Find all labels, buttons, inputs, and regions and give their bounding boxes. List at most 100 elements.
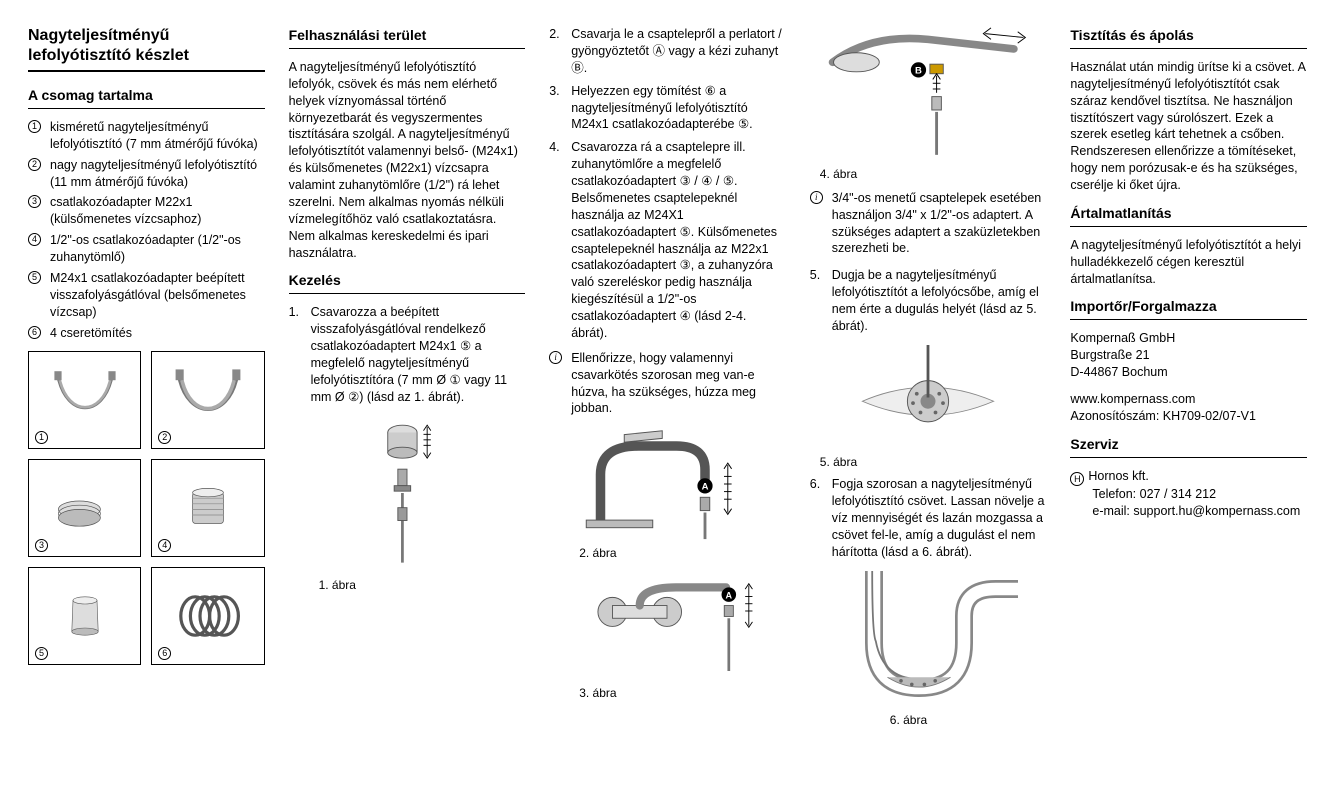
svg-text:A: A (702, 482, 709, 493)
item-4-text: 1/2"-os csatlakozóadapter (1/2"-os zuhan… (50, 233, 241, 264)
figure-1-icon (352, 416, 462, 572)
item-5-icon: 5 (28, 271, 41, 284)
package-list: 1 kisméretű nagyteljesítményű lefolyótisz… (28, 119, 265, 342)
figure-4-block: B (810, 26, 1047, 160)
service-heading: Szerviz (1070, 435, 1307, 458)
column-1: Nagyteljesítményű lefolyótisztító készle… (28, 26, 265, 774)
step-3-text: Helyezzen egy tömítést ⑥ a nagyteljesítm… (571, 84, 752, 132)
step-2-text: Csavarja le a csaptelepről a perlatort /… (571, 27, 782, 75)
note-block: i Ellenőrizze, hogy valamennyi csavarköté… (549, 350, 786, 418)
pkg-fig-2: 2 (151, 351, 264, 449)
step-1-wrap: 1. Csavarozza a beépített visszafolyásgát… (289, 304, 526, 405)
figure-3-wallfaucet-icon: A (567, 571, 767, 680)
item-2-icon: 2 (28, 158, 41, 171)
item-3-text: csatlakozóadapter M22x1 (külsőmenetes ví… (50, 195, 201, 226)
svg-text:B: B (915, 66, 922, 77)
step-5-num: 5. (810, 267, 820, 284)
pkg-fig-1-label: 1 (35, 431, 48, 444)
figure-3-caption: 3. ábra (579, 685, 616, 701)
info-icon: i (549, 351, 562, 364)
package-figure-grid: 1 2 3 4 (28, 351, 265, 665)
adapter-m22-icon (50, 480, 120, 536)
figure-6-caption: 6. ábra (810, 712, 1047, 728)
figure-4-shower-icon: B (823, 26, 1033, 160)
gaskets-icon (168, 584, 248, 648)
use-paragraph: A nagyteljesítményű lefolyótisztító lefo… (289, 59, 526, 262)
item-1-text: kisméretű nagyteljesítményű lefolyótiszt… (50, 120, 258, 151)
figure-5-block (810, 345, 1047, 448)
disposal-text: A nagyteljesítményű lefolyótisztítót a h… (1070, 237, 1307, 288)
pkg-fig-6-label: 6 (158, 647, 171, 660)
step-3-num: 3. (549, 83, 559, 100)
adapter-m24-icon (55, 592, 115, 640)
adapter-half-inch-icon (173, 480, 243, 536)
step-5-text: Dugja be a nagyteljesítményű lefolyótisz… (832, 268, 1039, 333)
figure-5-caption: 5. ábra (810, 454, 1047, 470)
column-2: Felhasználási terület A nagyteljesítmény… (289, 26, 526, 774)
pkg-fig-3: 3 (28, 459, 141, 557)
info-icon-2: i (810, 191, 823, 204)
step-4-num: 4. (549, 139, 559, 156)
pkg-fig-1: 1 (28, 351, 141, 449)
package-heading: A csomag tartalma (28, 86, 265, 109)
step-2-num: 2. (549, 26, 559, 43)
importer-line-2: Burgstraße 21 (1070, 348, 1149, 362)
pkg-fig-5: 5 (28, 567, 141, 665)
step-1-num: 1. (289, 304, 299, 321)
importer-line-3: D-44867 Bochum (1070, 365, 1167, 379)
importer-line-1: Kompernaß GmbH (1070, 331, 1175, 345)
column-5: Tisztítás és ápolás Használat után mindi… (1070, 26, 1307, 774)
item-1-icon: 1 (28, 120, 41, 133)
figure-2-faucet-icon: A (572, 427, 762, 541)
pkg-fig-6: 6 (151, 567, 264, 665)
service-block: H Hornos kft. Telefon: 027 / 314 212 e-ma… (1070, 468, 1307, 520)
step-1-text: Csavarozza a beépített visszafolyásgátló… (311, 305, 507, 403)
step-5-wrap: 5. Dugja be a nagyteljesítményű lefolyóti… (810, 267, 1047, 335)
item-5-text: M24x1 csatlakozóadapter beépített vissza… (50, 271, 246, 319)
service-email: e-mail: support.hu@kompernass.com (1070, 504, 1300, 518)
service-company: Hornos kft. (1088, 469, 1148, 483)
column-3: 2. Csavarja le a csaptelepről a perlatort… (549, 26, 786, 774)
note-34-text: 3/4"-os menetű csaptelepek esetében hasz… (832, 191, 1041, 256)
pkg-fig-5-label: 5 (35, 647, 48, 660)
item-6-text: 4 cseretömítés (50, 326, 132, 340)
hose-small-icon (40, 364, 130, 436)
note-text: Ellenőrizze, hogy valamennyi csavarkötés… (571, 351, 756, 416)
item-6-icon: 6 (28, 326, 41, 339)
step-6-num: 6. (810, 476, 820, 493)
operation-heading: Kezelés (289, 271, 526, 294)
step-6-wrap: 6. Fogja szorosan a nagyteljesítményű lef… (810, 476, 1047, 560)
doc-title: Nagyteljesítményű lefolyótisztító készle… (28, 26, 265, 72)
item-3-icon: 3 (28, 195, 41, 208)
importer-block-2: www.kompernass.com Azonosítószám: KH709-… (1070, 391, 1307, 425)
column-4: B 4. ábra i 3/4"-os menetű csaptelepek es… (810, 26, 1047, 774)
figure-6-block (810, 571, 1047, 706)
figure-1-block (289, 416, 526, 572)
figure-1-caption: 1. ábra (289, 577, 526, 593)
figure-6-trap-icon (838, 571, 1018, 706)
service-phone: Telefon: 027 / 314 212 (1070, 487, 1216, 501)
importer-block: Kompernaß GmbH Burgstraße 21 D-44867 Boc… (1070, 330, 1307, 381)
note-34-block: i 3/4"-os menetű csaptelepek esetében has… (810, 190, 1047, 258)
importer-id: Azonosítószám: KH709-02/07-V1 (1070, 409, 1256, 423)
service-country-icon: H (1070, 472, 1084, 486)
use-heading: Felhasználási terület (289, 26, 526, 49)
cleaning-heading: Tisztítás és ápolás (1070, 26, 1307, 49)
figure-2-caption: 2. ábra (579, 545, 616, 561)
disposal-heading: Ártalmatlanítás (1070, 204, 1307, 227)
svg-text:A: A (726, 591, 733, 601)
pkg-fig-3-label: 3 (35, 539, 48, 552)
figure-2-block: A 2. ábra (549, 427, 786, 561)
step-6-text: Fogja szorosan a nagyteljesítményű lefol… (832, 477, 1045, 559)
hose-large-icon (163, 364, 253, 436)
step-4-text: Csavarozza rá a csaptelepre ill. zuhanyt… (571, 140, 777, 340)
pkg-fig-2-label: 2 (158, 431, 171, 444)
item-4-icon: 4 (28, 233, 41, 246)
figure-4-caption: 4. ábra (810, 166, 1047, 182)
figure-5-drain-icon (853, 345, 1003, 448)
cleaning-text: Használat után mindig ürítse ki a csövet… (1070, 59, 1307, 194)
item-2-text: nagy nagyteljesítményű lefolyótisztító (… (50, 158, 257, 189)
importer-heading: Importőr/Forgalmazza (1070, 297, 1307, 320)
pkg-fig-4: 4 (151, 459, 264, 557)
figure-3-block: A 3. ábra (549, 571, 786, 700)
